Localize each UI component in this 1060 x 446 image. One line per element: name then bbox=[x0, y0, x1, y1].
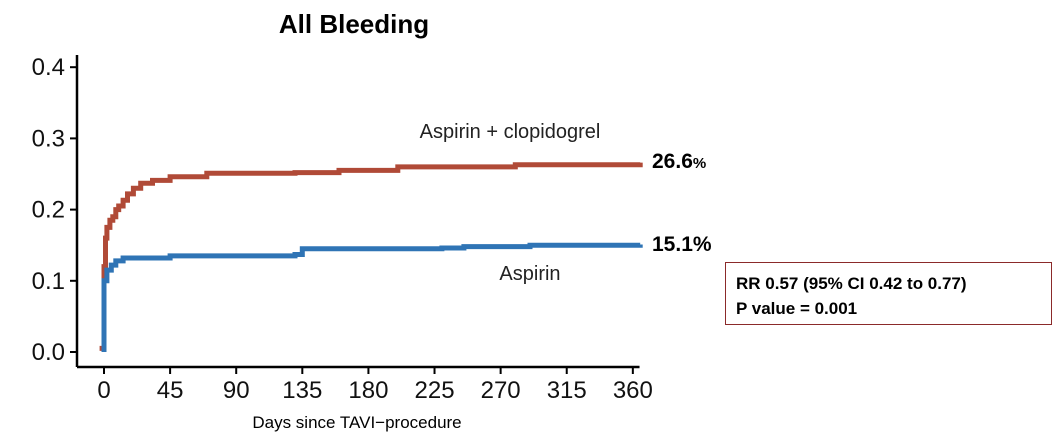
y-tick-label: 0.0 bbox=[32, 339, 65, 366]
x-tick-label: 0 bbox=[97, 377, 110, 404]
chart-title: All Bleeding bbox=[279, 9, 429, 39]
p-value-text: P value = 0.001 bbox=[736, 299, 858, 318]
x-tick-label: 180 bbox=[348, 377, 388, 404]
series-label-aspirin: Aspirin bbox=[499, 263, 560, 285]
y-tick-label: 0.2 bbox=[32, 197, 65, 224]
x-tick-label: 90 bbox=[223, 377, 250, 404]
stats-annotation-box: RR 0.57 (95% CI 0.42 to 0.77) P value = … bbox=[725, 262, 1052, 325]
x-tick-label: 360 bbox=[613, 377, 653, 404]
x-tick-label: 135 bbox=[282, 377, 322, 404]
y-tick-label: 0.1 bbox=[32, 268, 65, 295]
x-axis-title: Days since TAVI−procedure bbox=[252, 413, 461, 432]
y-tick-label: 0.4 bbox=[32, 54, 65, 81]
axes: 0.0 0.1 0.2 0.3 0.4 0 45 90 135 180 225 270 315 360 bbox=[32, 54, 653, 404]
y-tick-label: 0.3 bbox=[32, 125, 65, 152]
x-tick-label: 270 bbox=[481, 377, 521, 404]
end-label-aspirin: 15.1% bbox=[652, 233, 712, 256]
series-label-aspirin-clopidogrel: Aspirin + clopidogrel bbox=[420, 121, 601, 143]
series-line-aspirin-clopidogrel bbox=[99, 162, 643, 351]
series-line-aspirin bbox=[101, 242, 643, 352]
x-tick-label: 45 bbox=[157, 377, 184, 404]
end-label-aspirin-clopidogrel: 26.6% bbox=[652, 150, 706, 173]
x-tick-label: 225 bbox=[415, 377, 455, 404]
x-tick-label: 315 bbox=[547, 377, 587, 404]
series-layer bbox=[99, 162, 643, 352]
relative-risk-text: RR 0.57 (95% CI 0.42 to 0.77) bbox=[736, 274, 967, 293]
